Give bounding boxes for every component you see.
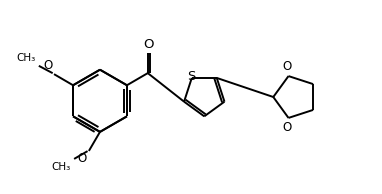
Text: S: S — [188, 70, 196, 83]
Text: O: O — [283, 60, 292, 73]
Text: O: O — [43, 59, 52, 72]
Text: CH₃: CH₃ — [16, 53, 36, 63]
Text: O: O — [283, 121, 292, 134]
Text: CH₃: CH₃ — [52, 162, 71, 172]
Text: O: O — [78, 152, 87, 165]
Text: O: O — [144, 38, 154, 51]
